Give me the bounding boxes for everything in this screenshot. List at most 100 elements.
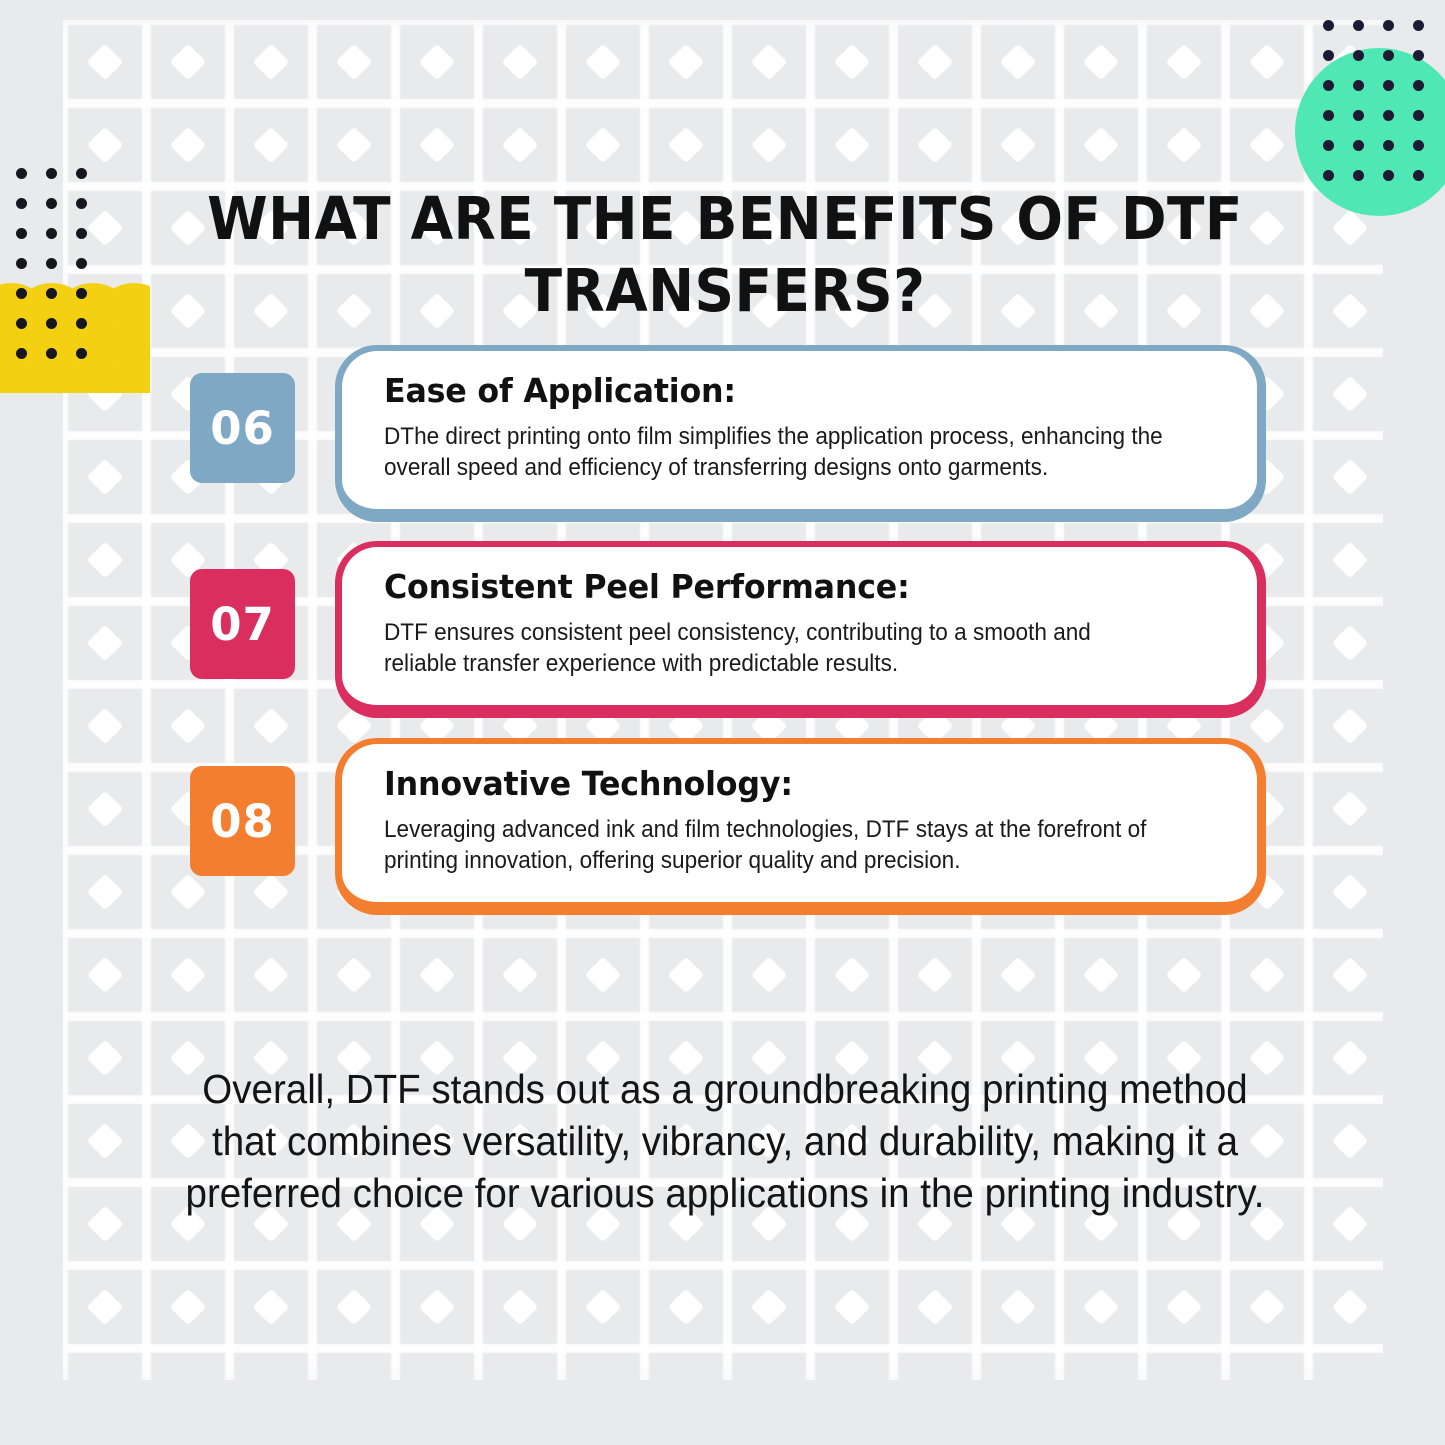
grid-diamond-node — [750, 43, 788, 81]
decorative-dot — [76, 288, 87, 299]
decorative-dot — [1413, 80, 1424, 91]
grid-diamond-node — [1331, 375, 1369, 413]
grid-diamond-node — [999, 956, 1037, 994]
badge-label: 08 — [210, 794, 275, 848]
card-text-06: DThe direct printing onto film simplifie… — [384, 423, 1163, 481]
card-title-06: Ease of Application: — [384, 371, 736, 410]
grid-diamond-node — [750, 956, 788, 994]
grid-diamond-node — [169, 956, 207, 994]
decorative-dot — [1353, 20, 1364, 31]
grid-diamond-node — [584, 956, 622, 994]
grid-diamond-node — [999, 43, 1037, 81]
grid-diamond-node — [1331, 956, 1369, 994]
grid-diamond-node — [584, 126, 622, 164]
grid-diamond-node — [584, 43, 622, 81]
decorative-dot — [1323, 140, 1334, 151]
grid-diamond-node — [1165, 126, 1203, 164]
decorative-dot — [1383, 170, 1394, 181]
decorative-dot — [1413, 170, 1424, 181]
grid-diamond-node — [335, 1288, 373, 1326]
grid-diamond-node — [1082, 1288, 1120, 1326]
grid-diamond-node — [418, 1288, 456, 1326]
grid-diamond-node — [1248, 292, 1286, 330]
decorative-dot — [1353, 140, 1364, 151]
benefit-card-08[interactable]: 08 Innovative Technology: Leveraging adv… — [190, 738, 1266, 926]
decorative-dot — [76, 318, 87, 329]
grid-diamond-node — [667, 956, 705, 994]
grid-diamond-node — [335, 43, 373, 81]
grid-diamond-node — [1082, 956, 1120, 994]
decorative-dot — [16, 228, 27, 239]
benefit-card-07[interactable]: 07 Consistent Peel Performance: DTF ensu… — [190, 541, 1266, 729]
grid-diamond-node — [86, 126, 124, 164]
card-text-08: Leveraging advanced ink and film technol… — [384, 816, 1147, 874]
grid-diamond-node — [1248, 43, 1286, 81]
decorative-dot — [76, 258, 87, 269]
grid-diamond-node — [418, 43, 456, 81]
decorative-dot — [1323, 170, 1334, 181]
grid-diamond-node — [916, 1288, 954, 1326]
grid-diamond-node — [1331, 209, 1369, 247]
grid-diamond-node — [833, 1288, 871, 1326]
grid-diamond-node — [1248, 209, 1286, 247]
grid-diamond-node — [252, 1288, 290, 1326]
grid-diamond-node — [833, 126, 871, 164]
badge-number-07: 07 — [190, 569, 295, 679]
decorative-dot — [1383, 20, 1394, 31]
grid-diamond-node — [1331, 790, 1369, 828]
decorative-dot — [1383, 50, 1394, 61]
decorative-dot — [46, 348, 57, 359]
benefit-card-06[interactable]: 06 Ease of Application: DThe direct prin… — [190, 345, 1266, 533]
closing-paragraph: Overall, DTF stands out as a groundbreak… — [185, 1066, 1265, 1216]
grid-diamond-node — [1331, 624, 1369, 662]
grid-diamond-node — [252, 43, 290, 81]
grid-diamond-node — [86, 1122, 124, 1160]
grid-diamond-node — [1165, 956, 1203, 994]
grid-diamond-node — [1331, 292, 1369, 330]
page-title: WHAT ARE THE BENEFITS OF DTF TRANSFERS? — [207, 183, 1243, 325]
grid-diamond-node — [1331, 1205, 1369, 1243]
decorative-dot — [46, 288, 57, 299]
badge-number-06: 06 — [190, 373, 295, 483]
card-body-07: Consistent Peel Performance: DTF ensures… — [335, 541, 1266, 718]
decorative-dot — [1323, 110, 1334, 121]
grid-diamond-node — [252, 126, 290, 164]
grid-diamond-node — [1248, 126, 1286, 164]
grid-diamond-node — [833, 956, 871, 994]
decorative-dot — [16, 348, 27, 359]
grid-diamond-node — [1331, 541, 1369, 579]
grid-diamond-node — [169, 43, 207, 81]
decorative-dot — [1353, 170, 1364, 181]
grid-diamond-node — [86, 624, 124, 662]
grid-diamond-node — [1248, 956, 1286, 994]
decorative-dot — [46, 198, 57, 209]
grid-diamond-node — [86, 458, 124, 496]
decorative-dot — [1413, 20, 1424, 31]
grid-diamond-node — [169, 126, 207, 164]
grid-diamond-node — [1331, 707, 1369, 745]
decorative-dot — [1413, 50, 1424, 61]
grid-diamond-node — [999, 1288, 1037, 1326]
grid-diamond-node — [252, 956, 290, 994]
decorative-dot — [76, 198, 87, 209]
grid-diamond-node — [584, 1288, 622, 1326]
decorative-dot — [16, 168, 27, 179]
grid-diamond-node — [1165, 1288, 1203, 1326]
grid-diamond-node — [750, 1288, 788, 1326]
decorative-dot — [1323, 50, 1334, 61]
grid-diamond-node — [86, 956, 124, 994]
decorative-dot — [1383, 80, 1394, 91]
decorative-dot — [46, 228, 57, 239]
decorative-dot — [1323, 80, 1334, 91]
grid-diamond-node — [1082, 43, 1120, 81]
decorative-dot — [46, 168, 57, 179]
grid-diamond-node — [86, 541, 124, 579]
dot-grid-left-decoration — [0, 160, 100, 390]
grid-diamond-node — [86, 873, 124, 911]
grid-diamond-node — [501, 126, 539, 164]
grid-diamond-node — [335, 126, 373, 164]
grid-diamond-node — [1165, 43, 1203, 81]
grid-diamond-node — [86, 1288, 124, 1326]
badge-label: 07 — [210, 597, 275, 651]
grid-diamond-node — [667, 126, 705, 164]
